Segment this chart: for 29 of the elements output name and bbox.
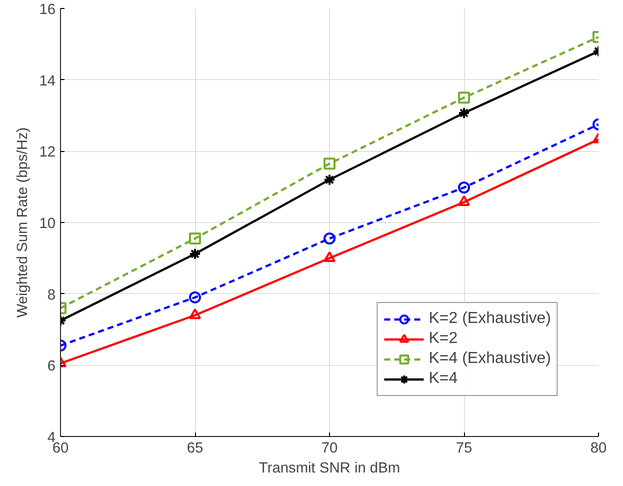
point	[189, 308, 201, 320]
x-tick-label: 80	[590, 440, 607, 456]
y-tick-label: 14	[39, 73, 56, 90]
y-tick-label: 12	[39, 144, 56, 161]
y-tick-label: 10	[39, 216, 56, 232]
point	[458, 92, 470, 104]
point	[458, 195, 470, 206]
x-axis-title: Transmit SNR in dBm	[258, 460, 400, 476]
point	[189, 232, 201, 245]
point	[189, 248, 201, 260]
y-tick-label: 8	[47, 287, 56, 304]
y-axis-title: Weighted Sum Rate (bps/Hz)	[15, 127, 32, 318]
point	[458, 182, 470, 194]
point	[458, 107, 470, 120]
point	[324, 174, 336, 186]
x-tick-label: 75	[456, 440, 472, 456]
y-tick-label: 16	[39, 2, 56, 18]
x-tick-label: 60	[52, 440, 69, 456]
legend-label: K=2 (Exhaustive)	[428, 310, 551, 328]
y-tick-label: 6	[47, 358, 56, 375]
point	[324, 232, 336, 245]
legend-label: K=4	[428, 370, 458, 388]
x-tick-label: 65	[186, 440, 204, 456]
point	[324, 158, 336, 170]
legend-label: K=4 (Exhaustive)	[428, 350, 551, 368]
x-tick-label: 70	[321, 440, 338, 456]
legend-label: K=2	[428, 330, 458, 348]
point	[189, 291, 201, 304]
point	[324, 251, 336, 262]
